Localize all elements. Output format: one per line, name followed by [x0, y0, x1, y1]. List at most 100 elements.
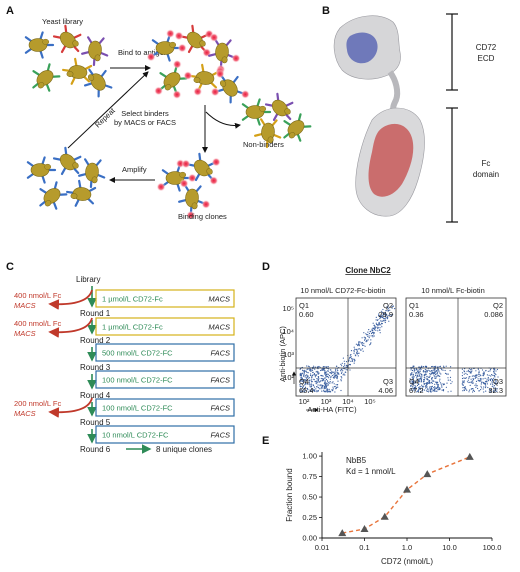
event-dot	[302, 389, 304, 391]
flow-plot-frame	[405, 297, 507, 397]
event-dot	[428, 380, 430, 382]
event-dot	[363, 332, 365, 334]
event-dot	[387, 314, 389, 316]
yeast-cell	[208, 32, 241, 74]
event-dot	[475, 376, 477, 378]
event-dot	[426, 388, 428, 390]
event-dot	[475, 370, 477, 372]
event-dot	[327, 384, 329, 386]
event-dot	[308, 366, 310, 368]
event-dot	[378, 324, 380, 326]
event-dot	[368, 335, 370, 337]
antigen-glow	[177, 43, 187, 53]
antigen-glow	[146, 52, 156, 62]
event-dot	[411, 389, 413, 391]
event-dot	[306, 368, 308, 370]
event-dot	[321, 380, 323, 382]
event-dot	[429, 386, 431, 388]
event-dot	[447, 391, 449, 393]
event-dot	[439, 366, 441, 368]
yeast-cell	[241, 98, 272, 126]
event-dot	[366, 339, 368, 341]
displayed-nanobody	[191, 24, 195, 34]
yeast-body	[271, 99, 289, 117]
q3-label: Q3	[493, 377, 503, 386]
panel-a-label: A	[6, 5, 14, 17]
event-dot	[431, 382, 433, 384]
event-dot	[429, 375, 431, 377]
x-axis-label: CD72 (nmol/L)	[381, 557, 433, 566]
event-dot	[474, 377, 476, 379]
plot1-title: 10 nmol/L CD72-Fc-biotin	[300, 286, 385, 295]
event-dot	[494, 390, 497, 392]
event-dot	[354, 360, 356, 362]
non-binders-label: Non-binders	[243, 140, 284, 149]
event-dot	[435, 377, 437, 379]
event-dot	[437, 369, 439, 371]
event-dot	[463, 380, 465, 382]
event-dot	[340, 380, 342, 382]
event-dot	[332, 386, 334, 388]
event-dot	[326, 391, 328, 393]
event-dot	[419, 386, 421, 388]
event-dot	[411, 372, 413, 374]
displayed-nanobody	[176, 182, 181, 192]
event-dot	[419, 366, 421, 368]
event-dot	[343, 373, 345, 375]
event-dot	[334, 386, 336, 388]
event-dot	[464, 377, 466, 379]
event-dot	[482, 372, 484, 374]
event-dot	[365, 341, 367, 343]
event-dot	[417, 389, 420, 391]
event-dot	[442, 389, 445, 391]
y-tick-label: 0.50	[302, 493, 317, 502]
yeast-body	[287, 120, 305, 136]
event-dot	[341, 371, 343, 373]
event-dot	[495, 388, 497, 390]
event-dot	[450, 390, 452, 392]
event-dot	[323, 385, 325, 387]
event-dot	[429, 370, 431, 372]
event-dot	[324, 384, 327, 386]
event-dot	[493, 372, 495, 374]
event-dot	[439, 372, 441, 374]
q1-label: Q1	[409, 301, 419, 310]
flow-xtick: 10²	[299, 397, 310, 406]
event-dot	[473, 390, 475, 392]
displayed-nanobody	[39, 49, 44, 59]
event-dot	[419, 372, 421, 374]
event-dot	[416, 375, 418, 377]
event-dot	[345, 371, 347, 373]
event-dot	[421, 377, 423, 379]
event-dot	[381, 323, 383, 325]
event-dot	[335, 387, 337, 389]
event-dot	[362, 344, 364, 346]
event-dot	[379, 316, 381, 319]
event-dot	[391, 306, 393, 308]
event-dot	[471, 388, 473, 390]
event-dot	[438, 370, 440, 372]
event-dot	[463, 373, 465, 375]
event-dot	[437, 386, 439, 388]
selection-condition: 1 µmol/L CD72-Fc	[102, 323, 163, 332]
event-dot	[373, 332, 376, 334]
displayed-nanobody	[99, 51, 109, 57]
event-dot	[435, 376, 437, 378]
event-dot	[338, 373, 340, 375]
event-dot	[490, 383, 492, 385]
event-dot	[351, 360, 354, 362]
event-dot	[342, 374, 344, 376]
x-tick-label: 1.0	[402, 543, 412, 552]
event-dot	[302, 385, 304, 387]
event-dot	[468, 370, 470, 373]
event-dot	[433, 368, 436, 370]
event-dot	[411, 376, 413, 378]
event-dot	[311, 390, 313, 392]
data-point	[465, 452, 474, 460]
event-dot	[496, 368, 498, 371]
displayed-nanobody	[178, 198, 187, 203]
event-dot	[309, 379, 311, 381]
event-dot	[475, 374, 477, 376]
selection-method: MACS	[208, 295, 230, 304]
select-binders-line2: by MACS or FACS	[114, 118, 176, 127]
